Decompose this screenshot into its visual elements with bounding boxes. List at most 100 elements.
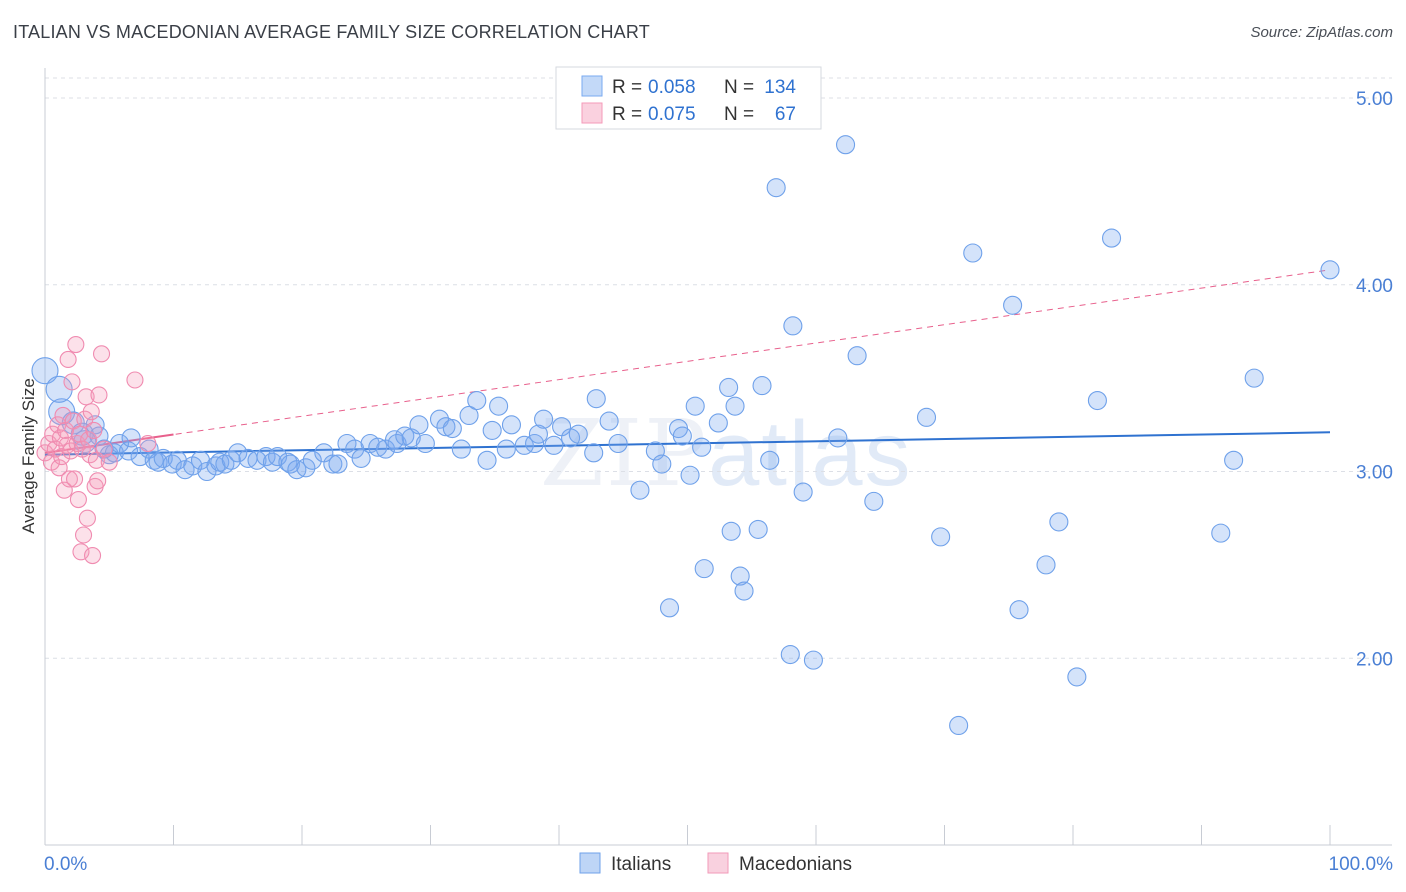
italians-point: [659, 598, 680, 618]
macedonians-point: [75, 526, 93, 544]
x-tick-label-min: 0.0%: [44, 854, 87, 875]
italians-point: [725, 396, 745, 416]
italians-point: [496, 439, 516, 459]
italians-point: [534, 409, 554, 429]
italians-point: [672, 426, 692, 446]
watermark: ZIPatlas: [540, 400, 913, 507]
legend-n-value: 134: [764, 77, 796, 98]
italians-point: [586, 389, 606, 409]
italians-point: [1244, 368, 1264, 388]
watermark-zip: ZIP: [540, 400, 709, 507]
legend-r-value: 0.075: [648, 104, 696, 125]
italians-point: [783, 316, 803, 336]
macedonians-point: [53, 448, 71, 466]
macedonians-point: [80, 431, 98, 449]
italians-point: [1087, 390, 1107, 411]
macedonians-point: [59, 350, 77, 369]
data-points: [31, 135, 1340, 736]
italians-point: [31, 357, 59, 385]
italians-point: [1036, 555, 1056, 575]
italians-point: [721, 521, 741, 541]
macedonians-point: [36, 444, 54, 462]
bottom-legend: Italians Macedonians: [579, 852, 852, 875]
italians-point: [680, 465, 700, 485]
italians-point: [467, 390, 487, 411]
italians-point: [803, 650, 823, 670]
macedonians-point: [92, 345, 111, 363]
italians-point: [429, 409, 450, 429]
italians-point: [148, 452, 168, 472]
macedonians-point: [77, 388, 95, 406]
legend-r-label: R =: [612, 77, 642, 98]
italians-point: [760, 450, 780, 470]
axes: [44, 68, 1392, 846]
macedonians-point: [44, 425, 62, 443]
italians-point: [442, 419, 462, 439]
italians-point: [1049, 512, 1069, 532]
legend-swatch: [581, 75, 603, 97]
italians-point: [501, 415, 522, 435]
italians-point: [694, 559, 714, 579]
italians-point: [828, 428, 848, 448]
italians-point: [719, 377, 739, 398]
italians-point: [748, 519, 768, 539]
legend-n-label: N =: [724, 104, 754, 125]
italians-point: [931, 527, 951, 547]
bottom-legend-swatch: [579, 852, 601, 874]
italians-point: [436, 417, 456, 437]
italians-point: [630, 480, 650, 500]
italians-point: [528, 424, 548, 444]
italians-point: [652, 454, 672, 474]
italians-point: [197, 461, 217, 482]
italians-point: [730, 566, 750, 586]
macedonians-point: [63, 373, 81, 391]
legend-r-label: R =: [612, 104, 642, 125]
italians-point: [85, 415, 105, 435]
macedonians-point: [71, 425, 89, 443]
macedonians-point: [95, 440, 113, 458]
italians-point: [734, 581, 754, 601]
italians-point: [780, 644, 800, 665]
macedonians-point: [55, 481, 73, 499]
italians-point: [477, 450, 497, 470]
legend: R = 0.058 N = 134 R = 0.075 N = 67: [555, 66, 822, 130]
italians-point: [153, 448, 173, 468]
italians-point: [584, 443, 604, 463]
italians-point: [1067, 667, 1087, 687]
macedonians-point: [90, 386, 108, 404]
macedonians-point: [78, 509, 96, 527]
italians-point: [459, 405, 479, 426]
italians-point: [328, 454, 348, 474]
italians-point: [599, 411, 619, 431]
grid-lines: [45, 77, 1392, 659]
y-axis-label: Average Family Size: [19, 378, 38, 534]
italians-point: [384, 430, 405, 450]
macedonians-point: [54, 406, 72, 425]
bottom-legend-label: Macedonians: [739, 854, 852, 875]
italians-point: [482, 420, 502, 440]
italians-point: [864, 491, 884, 511]
italians-point: [1211, 523, 1231, 543]
italians-point: [139, 439, 159, 459]
italians-point: [1009, 600, 1029, 620]
italians-point: [568, 424, 588, 444]
italians-point: [793, 482, 813, 502]
macedonians-point: [82, 403, 100, 421]
macedonians-point: [139, 434, 157, 453]
italians-point: [302, 450, 322, 470]
italians-point: [104, 443, 124, 463]
italians-point: [162, 454, 182, 474]
y-tick-label: 3.00: [1356, 463, 1393, 484]
legend-n-value: 67: [775, 104, 796, 125]
macedonians-point: [126, 371, 144, 389]
italians-point: [395, 426, 415, 446]
italians-point: [489, 396, 509, 416]
italians-point: [215, 454, 235, 474]
italians-point: [1224, 450, 1244, 470]
italians-point: [752, 376, 772, 396]
watermark-atlas: atlas: [708, 403, 913, 505]
italians-point: [351, 448, 371, 468]
italians-point: [692, 437, 712, 457]
legend-r-value: 0.058: [648, 77, 696, 98]
macedonians-point: [89, 472, 107, 490]
